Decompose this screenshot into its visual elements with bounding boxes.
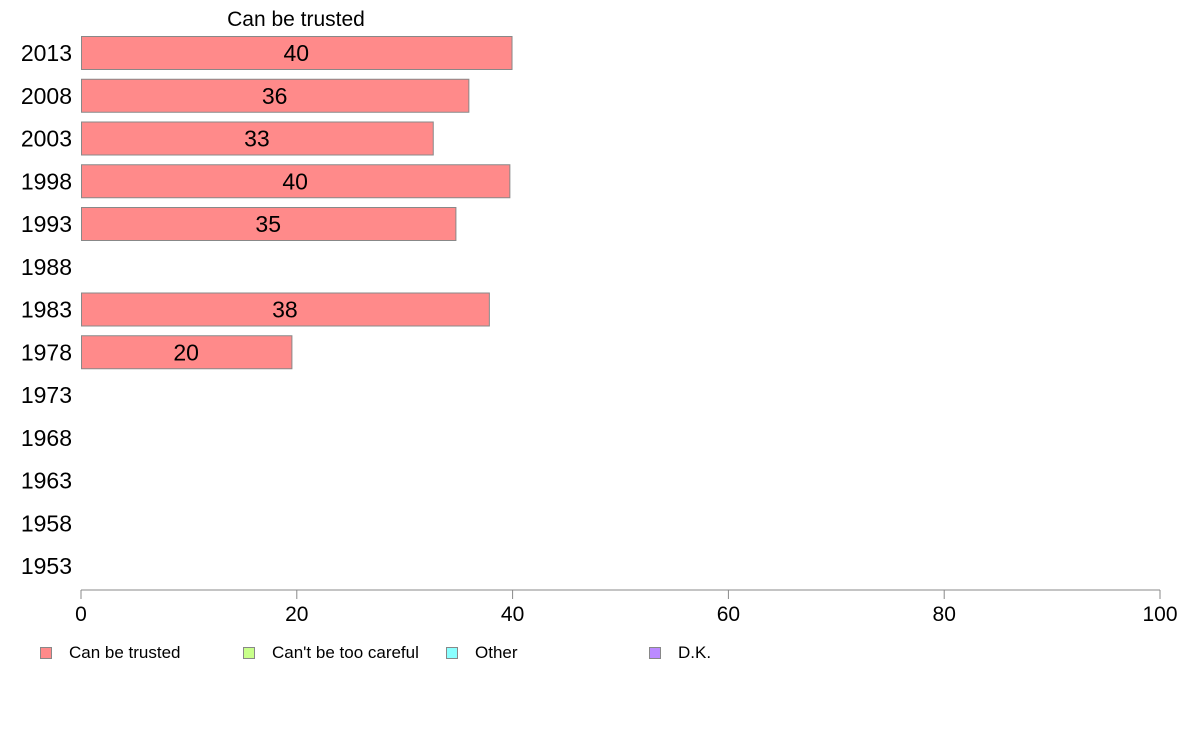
data-label-2003: 33 — [244, 126, 270, 152]
data-label-2013: 40 — [283, 40, 309, 66]
x-tick-label-60: 60 — [717, 603, 740, 626]
bar-2008 — [81, 78, 470, 113]
y-tick-label-1983: 1983 — [21, 297, 72, 323]
y-tick-label-1968: 1968 — [21, 425, 72, 451]
data-label-2008: 36 — [262, 83, 288, 109]
bar-1983 — [81, 292, 490, 327]
x-tick-label-0: 0 — [75, 603, 87, 626]
y-tick-label-1988: 1988 — [21, 254, 72, 280]
legend-item-dk: D.K. — [649, 643, 711, 663]
legend-label: Can be trusted — [69, 643, 181, 662]
legend-swatch-cant-be-too-careful — [243, 647, 255, 659]
y-tick-label-2013: 2013 — [21, 40, 72, 66]
x-tick-label-40: 40 — [501, 603, 524, 626]
legend-swatch-can-be-trusted — [40, 647, 52, 659]
legend-swatch-other — [446, 647, 458, 659]
legend-item-can-be-trusted: Can be trusted — [40, 643, 181, 663]
y-tick-label-1953: 1953 — [21, 553, 72, 579]
legend-label: D.K. — [678, 643, 712, 662]
y-tick-label-1958: 1958 — [21, 510, 72, 536]
bars-layer — [81, 36, 513, 370]
data-label-1998: 40 — [282, 168, 308, 194]
x-tick-label-20: 20 — [285, 603, 308, 626]
data-label-1983: 38 — [272, 297, 298, 323]
legend-swatch-dk — [649, 647, 661, 659]
legend-label: Can't be too careful — [272, 643, 419, 662]
chart-title: Can be trusted — [227, 8, 365, 31]
data-label-1978: 20 — [173, 339, 199, 365]
legend-item-cant-be-too-careful: Can't be too careful — [243, 643, 419, 663]
y-tick-label-2008: 2008 — [21, 83, 72, 109]
y-tick-label-2003: 2003 — [21, 126, 72, 152]
legend-item-other: Other — [446, 643, 518, 663]
bar-1998 — [81, 164, 511, 199]
legend: Can be trusted Can't be too careful Othe… — [0, 643, 1188, 665]
bar-1993 — [81, 207, 457, 241]
bar-2013 — [81, 36, 513, 70]
bar-2003 — [81, 121, 434, 156]
x-tick-label-100: 100 — [1142, 603, 1177, 626]
y-axis-labels: 2013 2008 2003 1998 1993 1988 1983 1978 1973 1968… — [21, 40, 72, 579]
y-tick-label-1998: 1998 — [21, 168, 72, 194]
x-axis: 0 20 40 60 80 100 — [75, 589, 1178, 626]
x-tick-label-80: 80 — [933, 603, 956, 626]
bar-1978 — [81, 335, 293, 370]
y-tick-label-1963: 1963 — [21, 468, 72, 494]
y-tick-label-1978: 1978 — [21, 339, 72, 365]
y-tick-label-1973: 1973 — [21, 382, 72, 408]
data-label-1993: 35 — [255, 211, 281, 237]
y-tick-label-1993: 1993 — [21, 211, 72, 237]
legend-label: Other — [475, 643, 518, 662]
